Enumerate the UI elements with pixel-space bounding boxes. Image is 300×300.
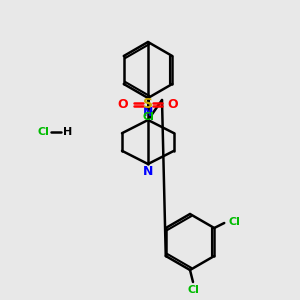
Text: Cl: Cl (228, 217, 240, 227)
Text: O: O (118, 98, 128, 110)
Text: S: S (143, 97, 153, 111)
Text: Cl: Cl (37, 127, 49, 137)
Text: H: H (63, 127, 73, 137)
Text: Cl: Cl (187, 285, 199, 295)
Text: Cl: Cl (142, 112, 154, 122)
Text: N: N (143, 106, 153, 119)
Text: N: N (143, 165, 153, 178)
Text: O: O (168, 98, 178, 110)
